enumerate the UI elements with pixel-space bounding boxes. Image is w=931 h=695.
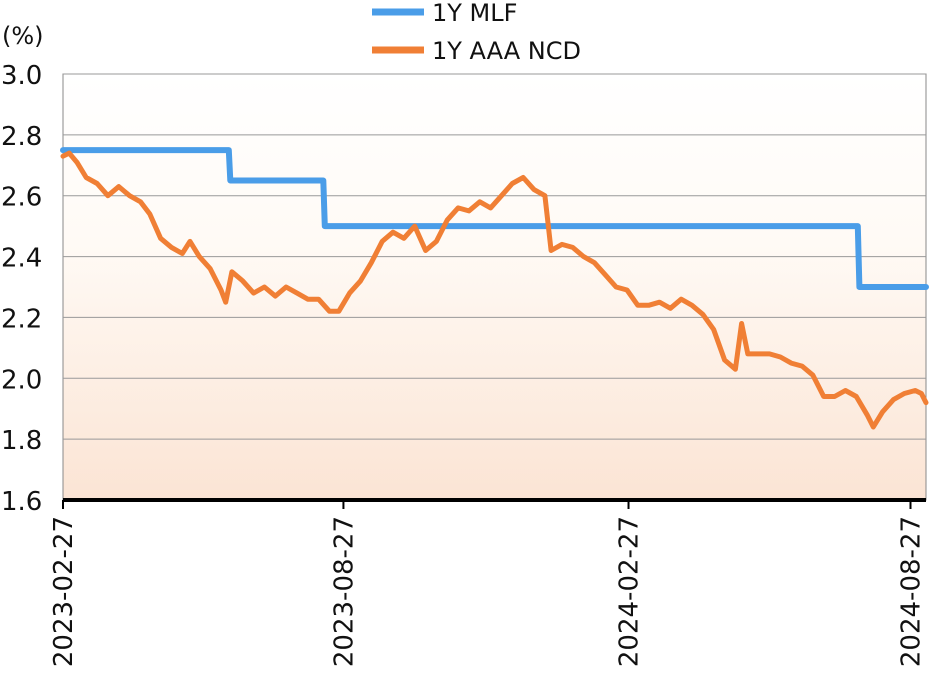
x-tick-label: 2023-02-27 [49,516,79,667]
legend-label-mlf: 1Y MLF [432,0,517,27]
y-tick-label: 2.4 [1,244,42,274]
series-line-ncd [60,150,929,430]
y-tick-label: 3.0 [1,61,42,91]
x-tick-label: 2024-08-27 [897,516,927,667]
x-tick-label: 2023-08-27 [329,516,359,667]
grid-lines [63,73,926,440]
y-tick-label: 2.2 [1,304,42,334]
plot-area [62,73,927,501]
series-line-mlf [60,147,929,290]
x-tick-label: 2024-02-27 [615,516,645,667]
y-tick-label: 2.0 [1,365,42,395]
y-tick-label: 2.6 [1,183,42,213]
y-tick-label: 2.8 [1,122,42,152]
y-axis-labels: 3.0 2.8 2.6 2.4 2.2 2.0 1.8 1.6 [1,61,42,517]
y-tick-label: 1.8 [1,426,42,456]
x-axis-labels: 2023-02-27 2023-08-27 2024-02-27 2024-08-27 [49,500,927,667]
y-unit-label: (%) [2,22,44,50]
legend: 1Y MLF 1Y AAA NCD [372,0,581,65]
series-layer [60,147,929,430]
y-tick-label: 1.6 [1,487,42,517]
legend-label-ncd: 1Y AAA NCD [432,37,581,65]
